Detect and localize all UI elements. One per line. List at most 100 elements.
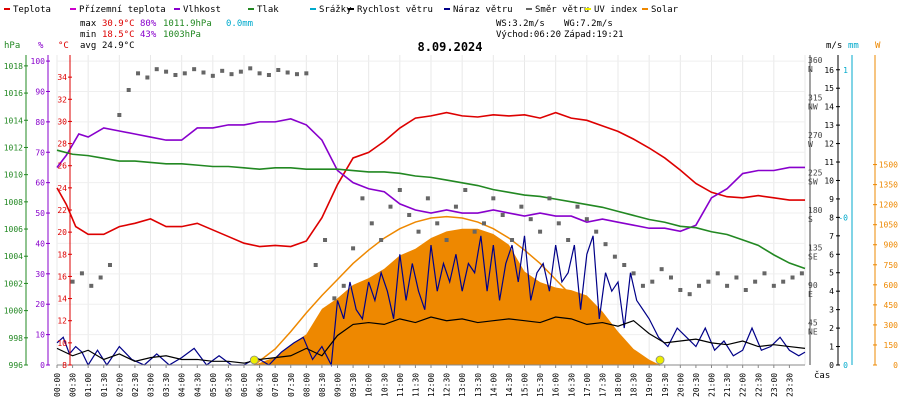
wind-direction-point (351, 246, 356, 251)
wind-sunrise: Východ:06:20 (496, 30, 561, 40)
wind-tick-label: 9 (829, 195, 834, 204)
direction-tick-label: 270 (808, 131, 823, 140)
wind-direction-point (566, 238, 571, 242)
direction-tick-label: 360 (808, 56, 823, 65)
wind-direction-point (369, 221, 374, 226)
legend-label: UV index (594, 5, 638, 15)
direction-tick-name: S (808, 215, 813, 224)
wind-direction-point (510, 238, 515, 242)
solar-tick-label: 450 (884, 301, 899, 310)
solar-tick-label: 750 (884, 261, 899, 270)
pressure-axis-tick-label: 1006 (4, 225, 23, 234)
wind-direction-point (210, 73, 215, 78)
direction-tick-name: SE (808, 253, 818, 262)
wind-direction-point (491, 196, 496, 201)
wind-direction-point (117, 113, 122, 117)
wind-direction-point (753, 279, 758, 284)
x-tick-label: 02:00 (115, 373, 124, 397)
wind-direction-point (547, 196, 552, 201)
wind-tick-label: 1 (829, 343, 834, 352)
wind-direction-point (341, 283, 346, 288)
wind-direction-point (285, 70, 290, 75)
wind-direction-point (98, 275, 103, 280)
wind-direction-point (725, 283, 730, 288)
wind-tick-label: 12 (824, 140, 834, 149)
wind-direction-point (612, 254, 617, 259)
stats-max-temp: 30.9°C (102, 19, 135, 29)
x-tick-label: 15:30 (536, 373, 545, 397)
x-tick-label: 12:00 (427, 373, 436, 397)
humidity-axis-tick-label: 70 (35, 148, 45, 157)
wind-tick-label: 16 (824, 66, 834, 75)
x-tick-label: 15:00 (521, 373, 530, 397)
pressure-axis-tick-label: 1002 (4, 279, 23, 288)
x-tick-label: 20:30 (692, 373, 701, 397)
humidity-axis-tick-label: 30 (35, 270, 45, 279)
wind-direction-point (538, 229, 543, 234)
stats-max-label: max (80, 19, 97, 29)
wind-direction-point (425, 196, 430, 201)
axis-unit-hpa: hPa (4, 41, 20, 51)
x-tick-label: 08:00 (302, 373, 311, 397)
x-tick-label: 20:00 (676, 373, 685, 397)
wind-direction-point (556, 221, 561, 226)
axis-unit-cas: čas (814, 370, 830, 381)
legend-label: Solar (651, 5, 679, 15)
temperature-axis-tick-label: 16 (57, 272, 67, 281)
wind-direction-point (332, 296, 337, 301)
wind-tick-label: 11 (824, 158, 834, 167)
x-tick-label: 19:30 (661, 373, 670, 397)
x-tick-label: 18:00 (614, 373, 623, 397)
x-tick-label: 22:00 (739, 373, 748, 397)
x-tick-label: 05:00 (209, 373, 218, 397)
direction-tick-label: 135 (808, 244, 823, 253)
temperature-axis-tick-label: 32 (57, 95, 67, 104)
solar-tick-label: 0 (893, 361, 898, 370)
wind-direction-point (154, 67, 159, 72)
wind-direction-point (201, 70, 206, 75)
x-tick-label: 08:30 (318, 373, 327, 397)
stats-avg-temp: 24.9°C (102, 41, 135, 51)
temperature-axis-tick-label: 14 (57, 295, 67, 304)
wind-direction-point (697, 283, 702, 288)
wind-tick-label: 14 (824, 103, 834, 112)
wind-direction-point (79, 271, 84, 276)
wind-direction-point (622, 263, 627, 267)
direction-tick-label: 315 (808, 94, 823, 103)
wind-tick-label: 4 (829, 287, 834, 296)
x-tick-label: 14:00 (489, 373, 498, 397)
humidity-axis-tick-label: 100 (31, 57, 46, 66)
axis-unit-w: W (875, 41, 881, 51)
wind-direction-point (790, 275, 795, 280)
wind-direction-point (192, 67, 197, 72)
wind-direction-point (444, 238, 449, 242)
wind-direction-point (276, 68, 281, 72)
wind-direction-point (407, 213, 412, 217)
direction-tick-label: 90 (808, 281, 818, 290)
pressure-axis-tick-label: 998 (9, 334, 24, 343)
wind-direction-point (519, 204, 524, 209)
wind-direction-point (771, 283, 776, 288)
legend: Teplota Přízemní teplota Vlhkost Tlak Srážky… (4, 5, 679, 15)
rain-tick-label: 1 (843, 66, 848, 75)
wind-direction-point (145, 75, 150, 80)
uv-marker (249, 355, 259, 365)
series-line-vlhkost (56, 117, 805, 233)
x-tick-label: 17:30 (598, 373, 607, 397)
solar-tick-label: 1050 (879, 221, 898, 230)
wind-tick-label: 3 (829, 306, 834, 315)
x-tick-label: 07:00 (271, 373, 280, 397)
solar-tick-label: 600 (884, 281, 899, 290)
wind-direction-point (435, 221, 440, 226)
pressure-axis-tick-label: 1000 (4, 307, 23, 316)
wind-direction-point (640, 283, 645, 288)
stats-block: max 30.9°C 80% 1011.9hPa 0.0mm min 18.5°… (80, 19, 253, 51)
legend-label: Náraz větru (453, 5, 513, 15)
wind-info: WS:3.2m/s WG:7.2m/s Východ:06:20 Západ:1… (496, 19, 624, 40)
x-tick-label: 04:00 (178, 373, 187, 397)
wind-direction-point (762, 271, 767, 276)
wind-direction-point (136, 71, 141, 76)
wind-direction-point (107, 263, 112, 267)
x-tick-label: 18:30 (630, 373, 639, 397)
